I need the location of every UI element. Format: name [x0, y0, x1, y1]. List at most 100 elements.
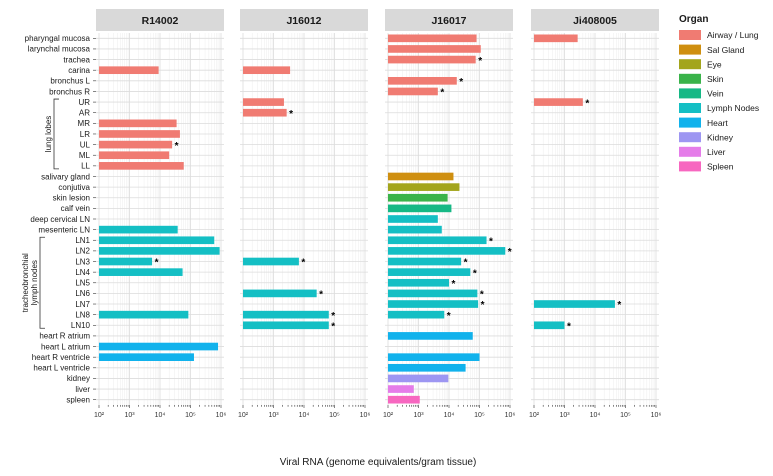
significance-star: * — [481, 300, 485, 311]
legend-item-lymph-nodes: Lymph Nodes — [679, 103, 759, 113]
bar-j16017-spleen — [388, 395, 420, 404]
significance-star: * — [452, 279, 456, 290]
row-label-deep-cervical-ln: deep cervical LN — [30, 215, 90, 224]
bar-ji408005-ur — [534, 98, 583, 106]
row-label-bronchus-l: bronchus L — [50, 77, 90, 86]
legend-item-kidney: Kidney — [679, 132, 734, 142]
bar-j16012-ln8 — [243, 310, 329, 319]
bar-j16017-bronchus-r — [388, 87, 438, 96]
panel-strip — [531, 9, 659, 31]
x-tick-label: 10⁴ — [590, 412, 601, 419]
row-label-mesenteric-ln: mesenteric LN — [38, 225, 90, 234]
panel-title: R14002 — [142, 15, 179, 27]
significance-star: * — [447, 311, 451, 322]
row-label-pharyngal-mucosa: pharyngal mucosa — [25, 34, 91, 43]
row-label-ln4: LN4 — [75, 268, 90, 277]
row-label-heart-r-atrium: heart R atrium — [39, 332, 90, 341]
legend-label: Kidney — [707, 132, 734, 142]
bar-j16017-ln5 — [388, 278, 449, 287]
row-label-heart-l-atrium: heart L atrium — [41, 342, 90, 351]
x-tick-label: 10⁴ — [155, 412, 166, 419]
legend-item-spleen: Spleen — [679, 161, 734, 172]
bar-r14002-ln2 — [99, 247, 220, 255]
legend-label: Lymph Nodes — [707, 103, 759, 113]
legend-item-sal-gland: Sal Gland — [679, 44, 745, 55]
group-lung-lobes: lung lobes — [44, 98, 59, 170]
legend-swatch — [679, 88, 701, 99]
significance-star: * — [301, 258, 305, 269]
panel-r14002: 10² 10³ 10⁴ 10⁵ 10⁶ R14002 * * — [94, 9, 226, 419]
significance-star: * — [617, 300, 621, 311]
x-tick-label: 10² — [383, 412, 394, 419]
group-label: tracheobronchial — [21, 253, 30, 312]
legend-item-eye: Eye — [679, 59, 722, 69]
bar-j16017-trachea — [388, 55, 476, 64]
x-tick-label: 10² — [94, 412, 105, 419]
bar-j16017-ln1 — [388, 236, 487, 245]
x-tick-label: 10⁶ — [505, 412, 516, 419]
row-label-ln10: LN10 — [71, 321, 91, 330]
significance-star: * — [331, 321, 335, 332]
row-label-calf-vein: calf vein — [61, 204, 90, 213]
row-label-kidney: kidney — [67, 374, 90, 383]
row-label-conjutiva: conjutiva — [58, 183, 90, 192]
bar-j16012-ln6 — [243, 289, 317, 298]
bar-r14002-ln8 — [99, 310, 189, 319]
bar-r14002-lr — [99, 130, 180, 138]
row-label-ln2: LN2 — [75, 247, 90, 256]
significance-star: * — [319, 290, 323, 301]
bar-j16017-ln7 — [388, 300, 479, 308]
legend-swatch — [679, 161, 701, 172]
row-label-ln8: LN8 — [75, 310, 90, 319]
panel-strip — [240, 9, 368, 31]
x-tick-label: 10³ — [124, 412, 135, 419]
bar-r14002-mr — [99, 119, 177, 128]
row-label-ur: UR — [78, 98, 90, 107]
legend-title: Organ — [679, 14, 708, 25]
legend-label: Heart — [707, 118, 728, 128]
row-label-ln5: LN5 — [75, 279, 90, 288]
legend-label: Vein — [707, 89, 724, 99]
bar-j16017-ln6 — [388, 289, 478, 298]
x-tick-label: 10⁵ — [620, 412, 631, 419]
bar-j16017-liver — [388, 385, 414, 393]
bar-j16012-ar — [243, 108, 287, 117]
bar-r14002-ul — [99, 140, 173, 149]
x-tick-label: 10⁶ — [360, 412, 371, 419]
row-label-ln6: LN6 — [75, 289, 90, 298]
panel-title: J16012 — [286, 15, 321, 27]
x-axis-title: Viral RNA (genome equivalents/gram tissu… — [280, 457, 477, 468]
bar-j16012-carina — [243, 66, 291, 75]
x-tick-label: 10⁶ — [651, 412, 662, 419]
bar-r14002-mesenteric-ln — [99, 225, 178, 234]
bar-ji408005-pharyngal-mucosa — [534, 34, 578, 43]
row-label-liver: liver — [75, 385, 90, 394]
row-label-bronchus-r: bronchus R — [49, 87, 90, 96]
legend-label: Eye — [707, 59, 722, 69]
group-label-line2: lymph nodes — [30, 260, 39, 305]
bar-j16017-mesenteric-ln — [388, 225, 442, 234]
bar-j16017-larynchal-mucosa — [388, 45, 481, 53]
legend-item-liver: Liver — [679, 146, 726, 157]
significance-star: * — [155, 258, 159, 269]
legend-swatch — [679, 44, 701, 55]
bar-j16017-ln8 — [388, 310, 445, 319]
row-label-ar: AR — [79, 109, 90, 118]
x-tick-label: 10³ — [413, 412, 424, 419]
significance-star: * — [508, 247, 512, 258]
group-tracheobronchial: tracheobronchial lymph nodes — [21, 236, 45, 329]
x-tick-label: 10² — [529, 412, 540, 419]
bar-j16012-ln3 — [243, 257, 299, 266]
x-tick-label: 10³ — [268, 412, 279, 419]
legend-label: Liver — [707, 147, 726, 157]
group-label: lung lobes — [44, 116, 53, 152]
x-tick-label: 10⁴ — [444, 412, 455, 419]
x-tick-label: 10³ — [559, 412, 570, 419]
bar-j16017-heart-r-ventricle — [388, 353, 480, 361]
significance-star: * — [175, 141, 179, 152]
row-label-lr: LR — [80, 130, 90, 139]
bar-r14002-heart-l-atrium — [99, 342, 219, 351]
